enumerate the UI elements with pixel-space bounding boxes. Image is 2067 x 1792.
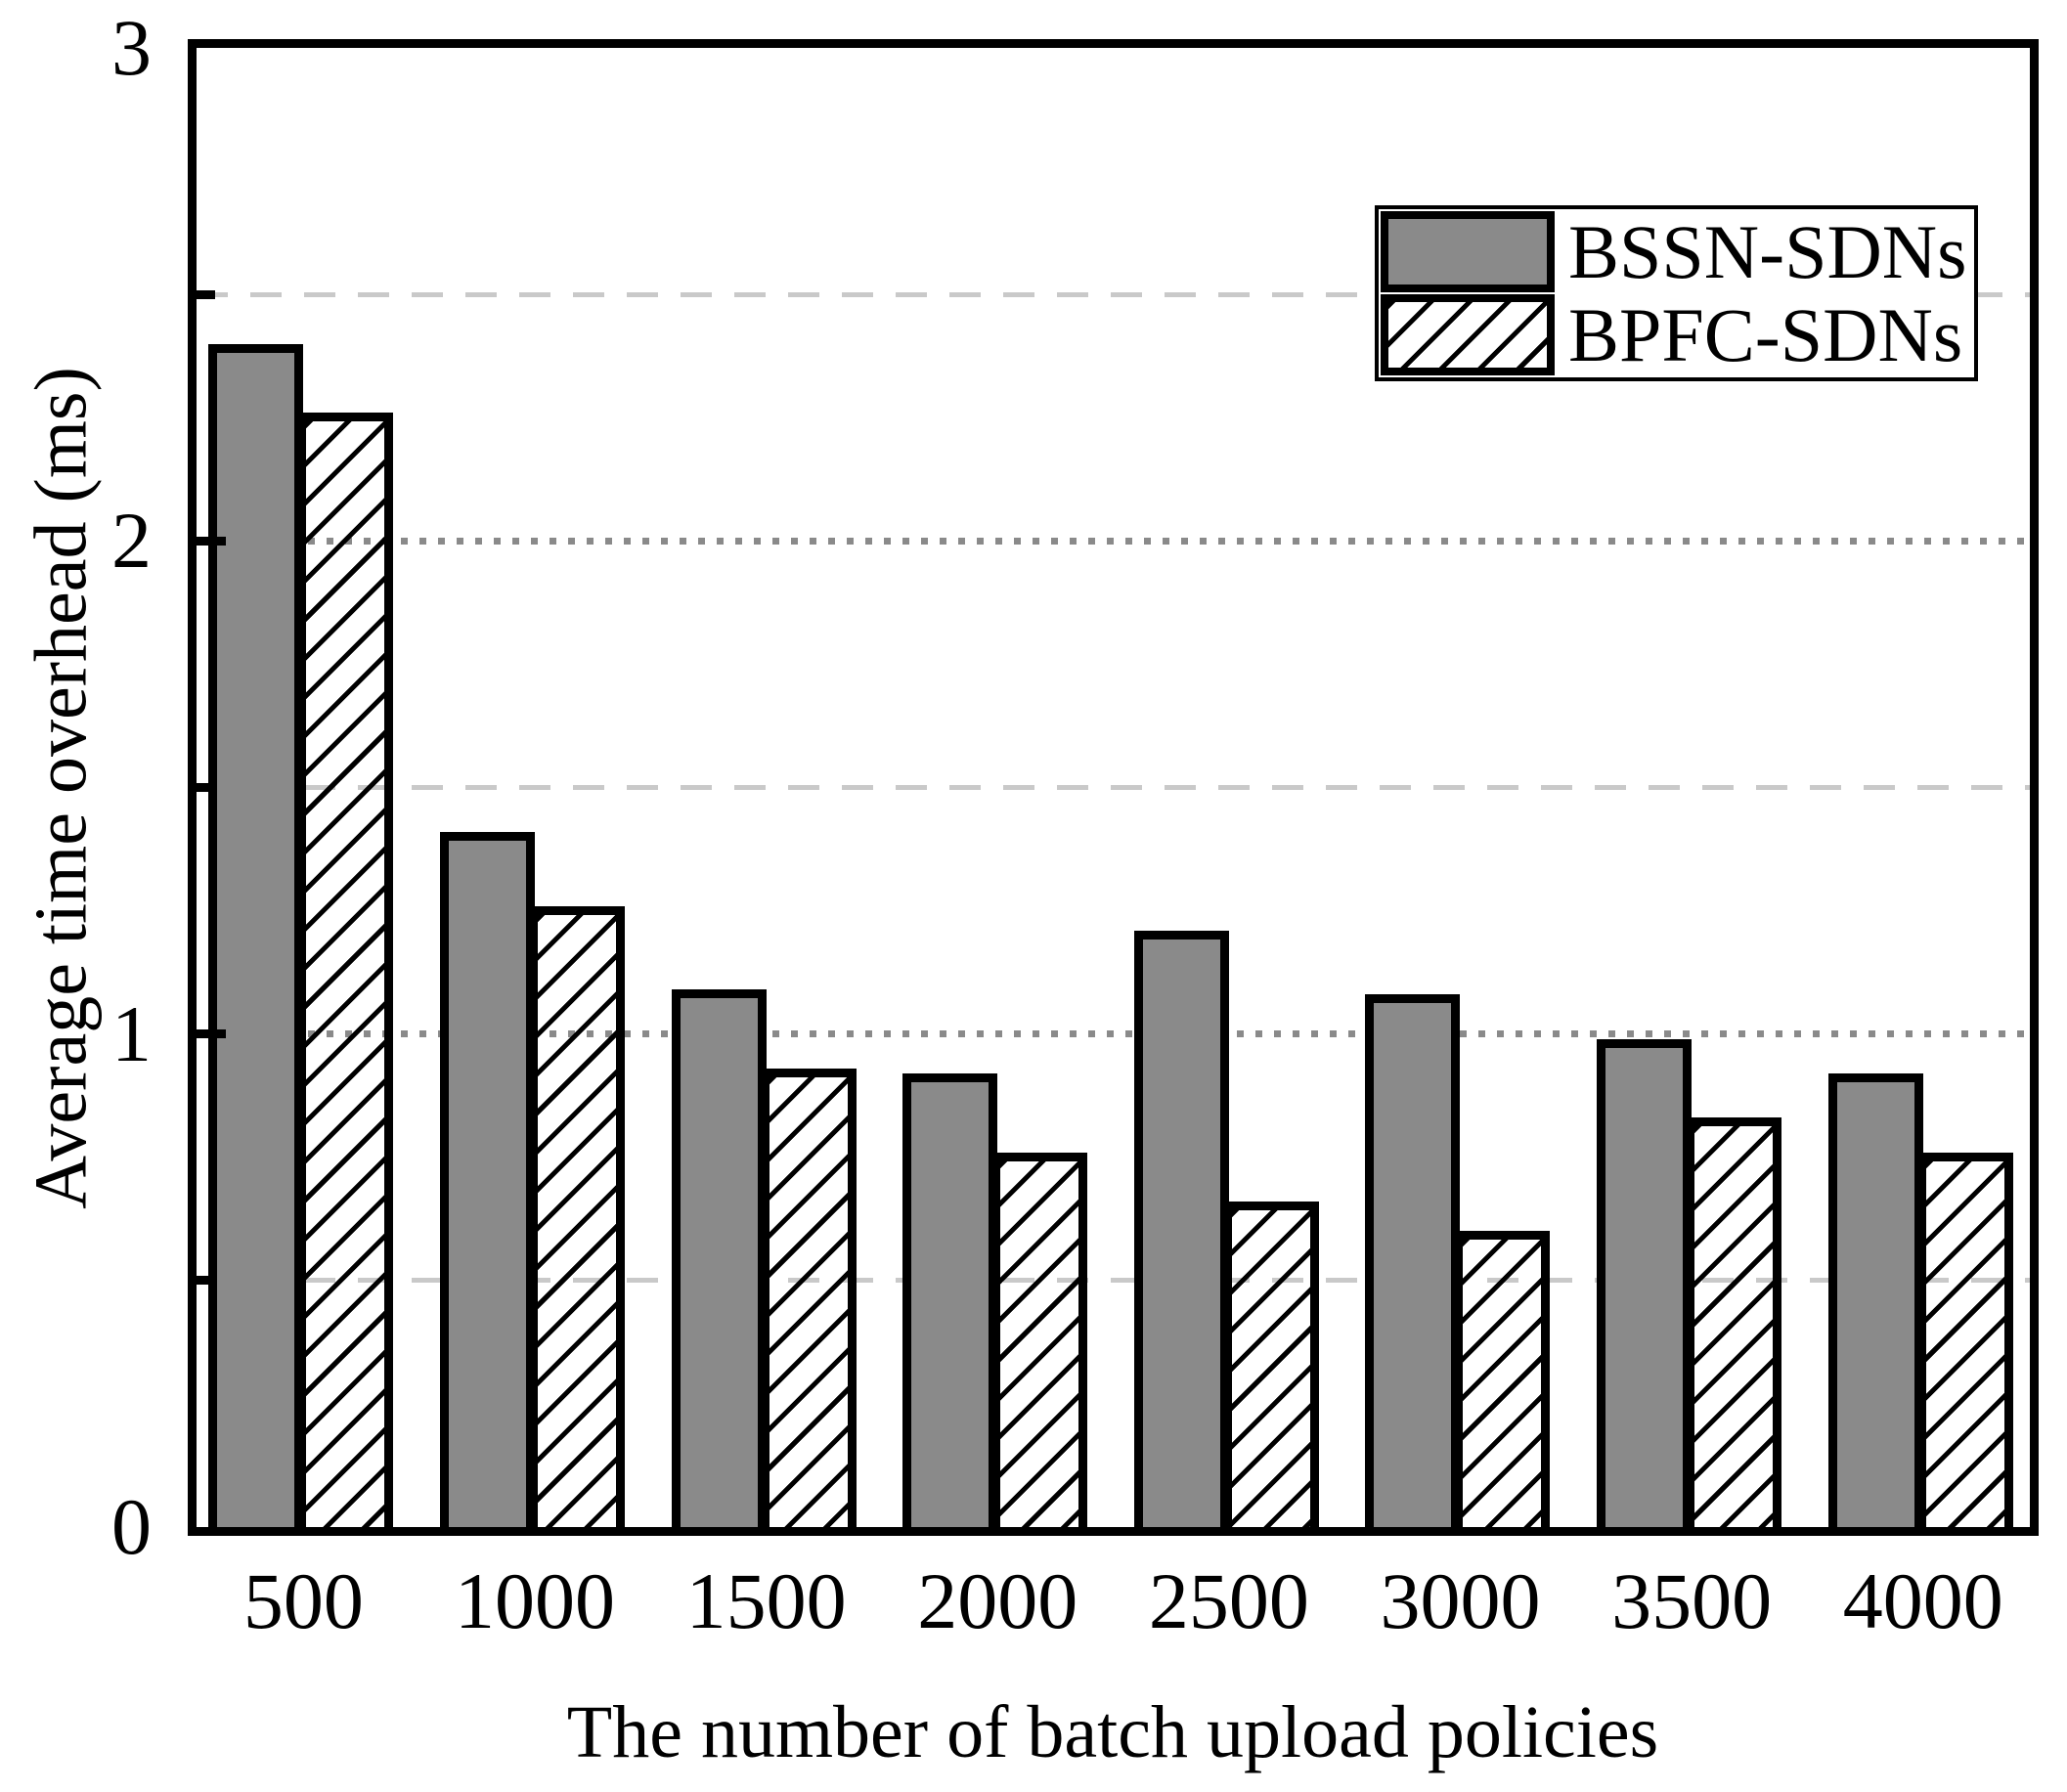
x-axis-tick-label-3000: 3000: [1380, 1556, 1541, 1645]
legend: BSSN-SDNs BPFC-SDNs: [1375, 205, 1978, 381]
bar-bpfc-sdns-1500: [760, 1068, 857, 1536]
y-axis-title: Average time overhead (ms): [20, 367, 103, 1209]
y-axis-minor-tick-1.5: [197, 783, 215, 792]
bar-bpfc-sdns-500: [297, 413, 394, 1536]
bar-bpfc-sdns-4000: [1916, 1152, 2013, 1536]
x-axis-title: The number of batch upload policies: [566, 1691, 1659, 1773]
bar-bpfc-sdns-2000: [991, 1152, 1088, 1536]
bar-bssn-sdns-3000: [1365, 994, 1461, 1536]
y-axis-major-tick-2: [197, 536, 226, 546]
legend-swatch-hatched-icon: [1381, 294, 1555, 375]
gridline-minor-y-0.5: [197, 1278, 2030, 1284]
bar-bpfc-sdns-1000: [528, 905, 625, 1536]
x-axis-tick-label-4000: 4000: [1842, 1556, 2003, 1645]
y-axis-minor-tick-2.5: [197, 289, 215, 299]
legend-label-bpfc: BPFC-SDNs: [1568, 291, 1963, 377]
x-axis-tick-label-1500: 1500: [685, 1556, 847, 1645]
legend-swatch-solid-icon: [1381, 211, 1555, 292]
bar-bssn-sdns-1500: [671, 989, 767, 1536]
x-axis-tick-label-3500: 3500: [1611, 1556, 1773, 1645]
gridline-major-y-1: [197, 1030, 2030, 1038]
bar-bpfc-sdns-3000: [1454, 1231, 1551, 1536]
gridline-minor-y-1.5: [197, 785, 2030, 790]
bar-bssn-sdns-3500: [1597, 1038, 1693, 1536]
x-axis-tick-label-500: 500: [242, 1556, 364, 1645]
bar-bssn-sdns-4000: [1827, 1073, 1923, 1536]
y-axis-minor-tick-0.5: [197, 1276, 215, 1286]
bar-bssn-sdns-2500: [1133, 930, 1229, 1536]
plot-area: [188, 39, 2039, 1536]
legend-item-bssn: BSSN-SDNs: [1381, 211, 1972, 292]
y-axis-major-tick-1: [197, 1029, 226, 1039]
x-axis-tick-label-2500: 2500: [1148, 1556, 1309, 1645]
x-axis-tick-label-2000: 2000: [917, 1556, 1078, 1645]
legend-label-bssn: BSSN-SDNs: [1568, 208, 1967, 294]
bar-bpfc-sdns-2500: [1222, 1202, 1319, 1536]
bar-bssn-sdns-1000: [439, 831, 535, 1536]
bar-bssn-sdns-2000: [902, 1073, 998, 1536]
x-axis-tick-label-1000: 1000: [454, 1556, 615, 1645]
gridline-minor-y-2.5: [197, 291, 2030, 297]
gridline-major-y-2: [197, 537, 2030, 545]
bar-bssn-sdns-500: [208, 343, 304, 1536]
legend-item-bpfc: BPFC-SDNs: [1381, 294, 1972, 375]
bar-bpfc-sdns-3500: [1686, 1117, 1782, 1536]
